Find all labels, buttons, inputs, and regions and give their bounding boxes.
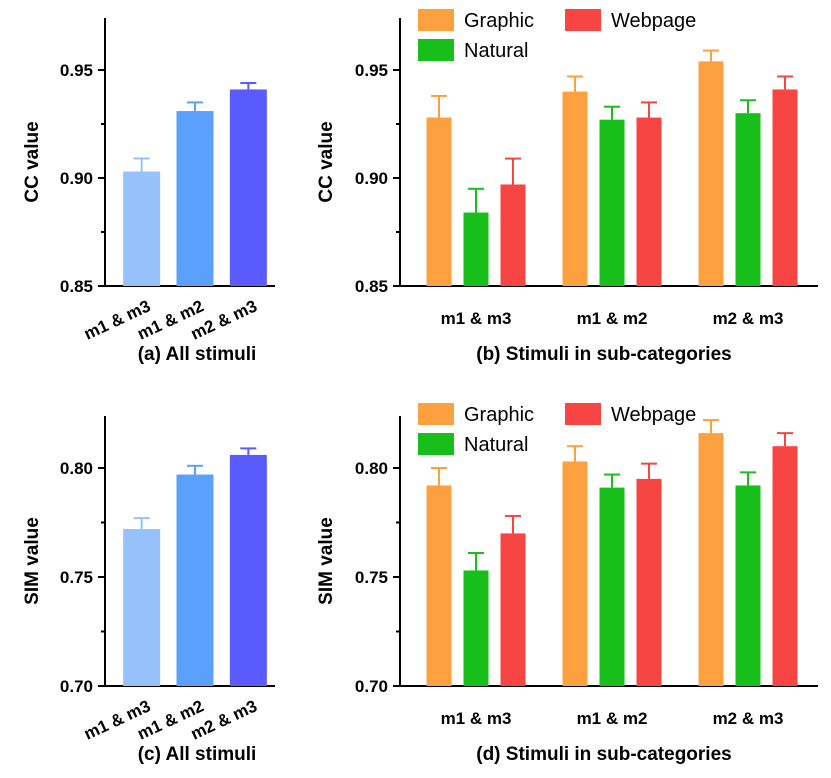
chart-caption: (c) All stimuli [138,744,257,765]
series-natural-g2-bar [599,119,625,287]
y-tick-label: 0.85 [60,277,93,296]
y-tick-label: 0.95 [60,61,93,80]
series-webpage-g3-bar [772,89,798,286]
y-axis-title: SIM value [316,517,337,605]
series-natural-g3-bar [735,113,761,286]
chart-caption: (a) All stimuli [138,344,257,365]
series-webpage-g3-bar [772,446,798,686]
legend-label-webpage: Webpage [611,404,696,426]
series-webpage-g1-bar [500,533,526,686]
y-axis-title: SIM value [22,517,43,605]
y-tick-label: 0.95 [355,61,388,80]
legend: Graphic Webpage Natural [418,403,696,456]
y-tick-label: 0.70 [60,677,93,696]
legend-label-natural: Natural [464,40,528,62]
y-axis-title: CC value [316,121,337,202]
category-2-bar [176,111,214,286]
legend-swatch-webpage [565,403,601,425]
y-axis-title: CC value [22,121,43,202]
y-tick-label: 0.70 [355,677,388,696]
legend-swatch-natural [418,433,454,455]
chart-caption: (b) Stimuli in sub-categories [476,344,731,365]
category-2-bar [176,474,214,686]
x-tick-label: m2 & m3 [713,309,784,328]
y-tick-label: 0.90 [60,169,93,188]
legend-swatch-graphic [418,9,454,31]
legend-swatch-natural [418,39,454,61]
series-graphic-g3-bar [698,61,724,286]
category-1-bar [123,529,161,686]
chart-caption: (d) Stimuli in sub-categories [476,744,731,765]
x-tick-label: m1 & m2 [577,309,648,328]
y-tick-label: 0.85 [355,277,388,296]
chart-d: 0.70 0.75 0.80 SIM value (d) Stimuli in sub-… [316,403,818,765]
legend-swatch-webpage [565,9,601,31]
series-graphic-g1-bar [426,117,452,287]
x-tick-label: m1 & m3 [441,709,512,728]
series-webpage-g1-bar [500,184,526,286]
y-tick-label: 0.80 [60,459,93,478]
legend-label-natural: Natural [464,434,528,456]
chart-b: 0.85 0.90 0.95 CC value (b) Stimuli in sub-c… [316,9,818,365]
series-graphic-g3-bar [698,433,724,686]
series-webpage-g2-bar [636,478,662,686]
series-graphic-g2-bar [562,461,588,686]
series-natural-g1-bar [463,212,489,286]
category-3-bar [229,454,267,686]
y-tick-label: 0.75 [60,568,93,587]
series-natural-g3-bar [735,485,761,686]
category-3-bar [229,89,267,286]
series-natural-g2-bar [599,487,625,686]
x-tick-label: m1 & m2 [577,709,648,728]
y-tick-label: 0.80 [355,459,388,478]
series-graphic-g1-bar [426,485,452,686]
legend: Graphic Webpage Natural [418,9,696,62]
series-webpage-g2-bar [636,117,662,287]
legend-label-graphic: Graphic [464,10,534,32]
legend-label-webpage: Webpage [611,10,696,32]
legend-swatch-graphic [418,403,454,425]
series-natural-g1-bar [463,570,489,686]
x-tick-label: m2 & m3 [713,709,784,728]
legend-label-graphic: Graphic [464,404,534,426]
y-tick-label: 0.75 [355,568,388,587]
y-tick-label: 0.90 [355,169,388,188]
category-1-bar [123,171,161,286]
x-tick-label: m1 & m3 [441,309,512,328]
series-graphic-g2-bar [562,91,588,286]
